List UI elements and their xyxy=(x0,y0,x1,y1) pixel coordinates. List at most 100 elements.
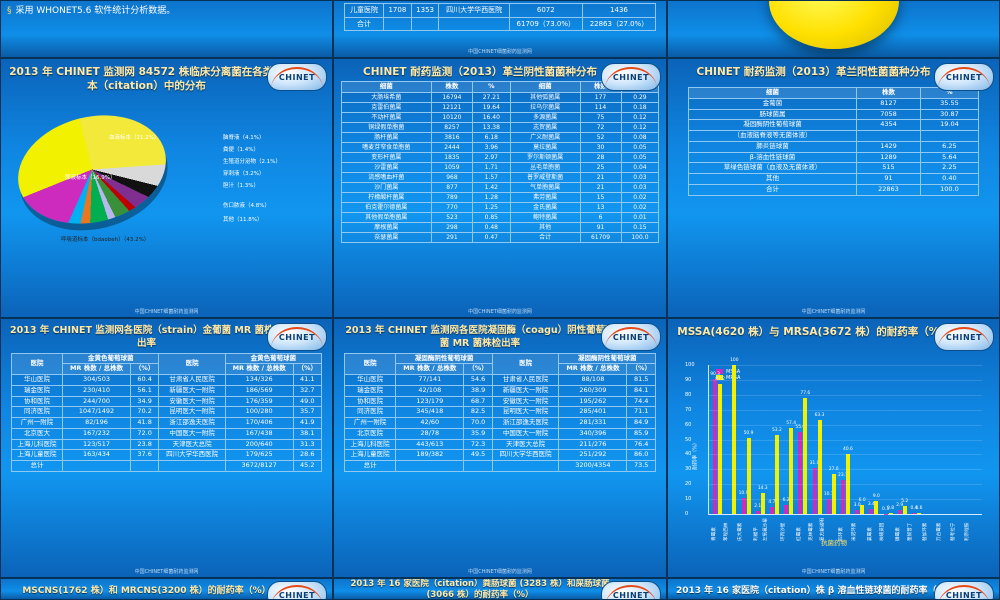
bar-mrsa: 50.9 xyxy=(744,431,753,514)
table-cell: 天津医大总院 xyxy=(491,438,560,451)
grid-line xyxy=(709,424,982,426)
bar-value-label: 63.3 xyxy=(814,412,825,418)
bar-mrsa: 87.2 xyxy=(715,377,725,514)
slide-11-partial[interactable]: CHINET 2013 年 16 家医院（citation）粪肠球菌 (3283… xyxy=(333,578,667,600)
table-cell: 1.28 xyxy=(471,191,511,203)
table-cell: 28.6 xyxy=(292,449,323,462)
table-cell: 84.1 xyxy=(626,384,657,397)
bar-group: 2.1 14.3 利福平 xyxy=(754,365,767,541)
slide-footer: 中国CHINET细菌耐药监测网 xyxy=(468,49,532,55)
bar-value-label: 6.2 xyxy=(782,497,790,503)
table-cell: 同济医院 xyxy=(343,406,397,419)
chinet-logo-icon: CHINET xyxy=(601,581,661,599)
bar-value-label: 100 xyxy=(730,358,739,363)
bar-mssa: 90.3 xyxy=(710,372,720,514)
pie-label: 呼吸道标本（bdaobeh）（43.2%） xyxy=(61,237,150,244)
x-axis-tick: 红霉素 xyxy=(796,527,802,541)
slide-12-partial[interactable]: CHINET 2013 年 16 家医院（citation）株 β 溶血性链球菌… xyxy=(667,578,1000,600)
slide-1-partial[interactable]: § 采用 WHONET5.6 软件统计分析数据。 xyxy=(0,0,333,58)
page-title: MSCNS(1762 株）和 MRCNS(3200 株）的耐药率（%） xyxy=(22,585,271,596)
table-cell: 71.1 xyxy=(626,406,657,419)
table-row: 同济医院 345/418 82.5 昆明医大一附院 285/401 71.1 xyxy=(343,406,657,419)
bar-value-label: 3.4 xyxy=(867,501,875,507)
grid-line xyxy=(709,469,982,471)
table-cell: 91 xyxy=(856,173,921,185)
table-cell: 大肠埃希菌 xyxy=(340,91,432,103)
slide-mrsa-hospital-table[interactable]: CHINET 2013 年 CHINET 监测网各医院（strain）金葡菌 M… xyxy=(0,318,333,578)
slide-mssa-mrsa-bar-chart[interactable]: CHINET MSSA(4620 株）与 MRSA(3672 株）的耐药率（%）… xyxy=(667,318,1000,578)
table-cell: 2444 xyxy=(430,141,473,153)
grid-line xyxy=(709,499,982,501)
table-row: 摩根菌属 298 0.48 其他 91 0.15 xyxy=(340,221,660,233)
grid-line xyxy=(709,394,982,396)
bar-group: 0.3 0.8 呋喃妥因 xyxy=(880,365,894,541)
table-row: 上海儿科医院 443/613 72.3 天津医大总院 211/276 76.4 xyxy=(343,438,657,451)
table-cell: 肠杆菌属 xyxy=(340,131,432,143)
bar-value-label: 9.0 xyxy=(872,493,880,499)
table-cell: 1.71 xyxy=(471,161,511,173)
table-cell: 鲍特菌属 xyxy=(509,211,581,223)
table-cell: 0.04 xyxy=(620,161,660,173)
table-cell: 0.40 xyxy=(919,173,980,185)
table-cell: 789 xyxy=(430,191,473,203)
table-cell: 340/396 xyxy=(558,427,628,440)
table-cell: 167/232 xyxy=(62,427,131,440)
table-cell: 志贺菌属 xyxy=(509,121,581,133)
table-cell: 1.25 xyxy=(471,201,511,213)
slide-gram-negative-table[interactable]: CHINET CHINET 耐药监测（2013）革兰阴性菌菌种分布 细菌 株数 … xyxy=(333,58,667,318)
table-cell: 柠檬酸杆菌属 xyxy=(340,191,432,203)
table-cell: 244/700 xyxy=(62,395,131,408)
table-row: 奈瑟菌属 291 0.47 合计 61709 100.0 xyxy=(340,231,660,243)
table-cell: 四川大学华西医院 xyxy=(491,449,560,462)
bar-group: 3.0 6.0 米诺环素 xyxy=(851,365,866,541)
table-cell: 70.0 xyxy=(463,417,493,429)
table-cell xyxy=(491,460,560,472)
slide-mrcns-hospital-table[interactable]: CHINET 2013 年 CHINET 监测网各医院凝固酶（coagu）阴性葡… xyxy=(333,318,667,578)
pie-label: 粪便（1.4%） xyxy=(223,147,259,154)
table-cell: 60.4 xyxy=(129,374,160,386)
table-cell: 流感嗜血杆菌 xyxy=(340,171,432,183)
table-cell: 291 xyxy=(430,231,473,243)
table-cell: 奈瑟菌属 xyxy=(340,231,432,243)
table-cell: 81.5 xyxy=(626,374,657,386)
table-cell: 84.9 xyxy=(626,417,657,429)
table-cell: 211/276 xyxy=(558,438,628,451)
bar-mrsa: 0.6 xyxy=(915,506,922,514)
table-cell xyxy=(856,130,921,142)
yellow-ellipse-shape xyxy=(768,1,899,49)
table-cell: 968 xyxy=(430,171,473,183)
table-cell: 其他 xyxy=(509,221,581,233)
table-cell: 协和医院 xyxy=(10,395,64,408)
slide-footer: 中国CHINET细菌耐药监测网 xyxy=(801,309,866,315)
y-axis-label: 耐药率（%） xyxy=(692,440,699,470)
pie-label: 生殖道分泌物（2.1%） xyxy=(223,159,281,166)
bar-group: 90.3 87.2 青霉素 xyxy=(710,365,725,541)
slide-10-partial[interactable]: CHINET MSCNS(1762 株）和 MRCNS(3200 株）的耐药率（… xyxy=(0,578,333,600)
x-axis-tick: 利奈唑胺 xyxy=(965,522,971,541)
table-row: 大肠埃希菌 16794 27.21 其他弧菌属 177 0.29 xyxy=(340,91,660,103)
table-cell: 昆明医大一附院 xyxy=(491,406,560,419)
table-cell: 8257 xyxy=(430,121,473,133)
bar-value-label: 0.6 xyxy=(915,506,923,512)
table-cell: 0.02 xyxy=(620,201,660,213)
table-cell: 177 xyxy=(579,91,622,103)
grid-line xyxy=(709,365,982,366)
table-row: 肺炎链球菌 1429 6.25 xyxy=(687,140,980,153)
slide-3-partial[interactable] xyxy=(667,0,1000,58)
slide-pie-specimen-distribution[interactable]: CHINET 2013 年 CHINET 监测网 84572 株临床分离菌在各类… xyxy=(0,58,333,318)
table-cell: 134/326 xyxy=(224,374,294,386)
x-axis-tick: 奎奴普丁 xyxy=(908,522,914,541)
table-cell: 30.87 xyxy=(919,108,980,121)
slide-2-partial[interactable]: 儿童医院 1708 1353 四川大学华西医院 6072 1436 合计 617… xyxy=(333,0,667,58)
table-cell: 上海儿科医院 xyxy=(343,438,397,451)
table-cell: 新疆医大一附院 xyxy=(491,384,560,397)
slide-gram-positive-table[interactable]: CHINET CHINET 耐药监测（2013）革兰阳性菌菌种分布 细菌 株数 … xyxy=(667,58,1000,318)
table-cell: 13 xyxy=(579,201,622,213)
table-cell: 变形杆菌属 xyxy=(340,151,432,163)
table-cell: 52 xyxy=(579,131,622,143)
table-cell: 35.9 xyxy=(463,427,493,440)
table-cell: 304/503 xyxy=(62,374,131,386)
table-cell: 163/434 xyxy=(62,449,131,462)
grid-line xyxy=(709,514,982,515)
table-cell: 4354 xyxy=(856,119,921,132)
